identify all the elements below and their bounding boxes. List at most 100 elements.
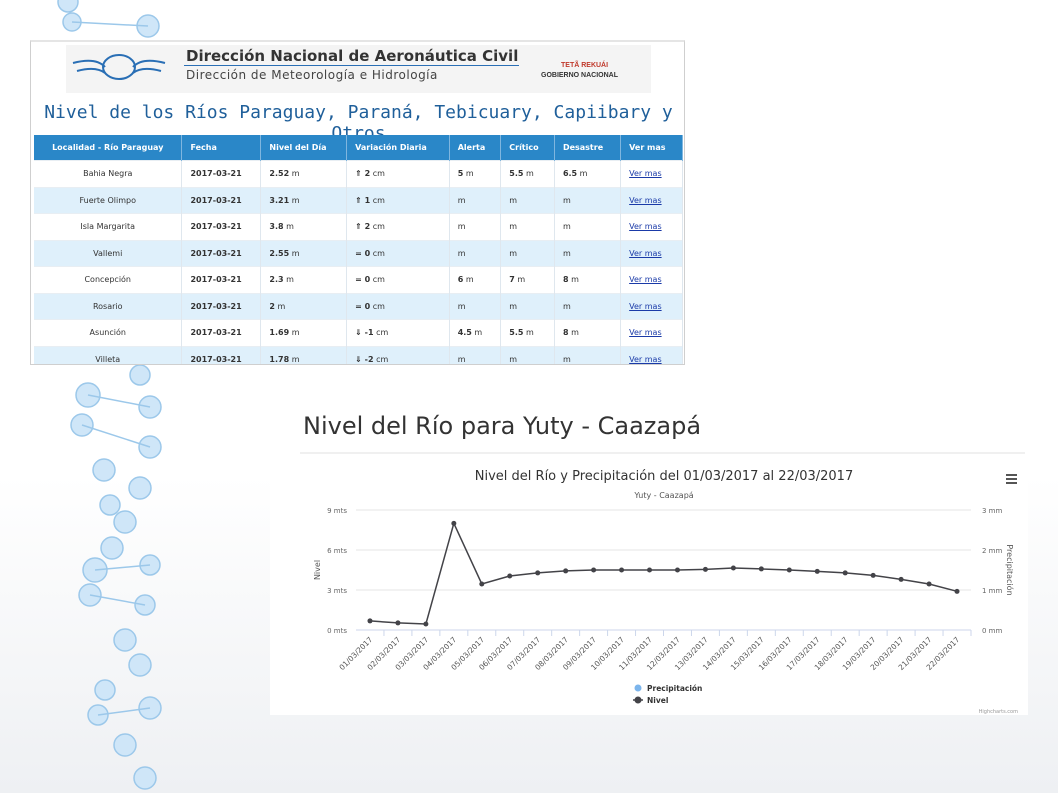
cell-unit: m [457, 354, 466, 364]
cell-unit: m [571, 328, 579, 338]
cell: Bahia Negra [34, 160, 183, 187]
link[interactable]: Ver mas [629, 301, 662, 311]
cell-unit: m [291, 354, 300, 364]
cell-unit: m [562, 354, 571, 364]
link[interactable]: Ver mas [629, 275, 662, 285]
cell-unit: m [579, 169, 588, 179]
header-row: Localidad - Río Paraguay Fecha Nivel del D… [34, 135, 683, 161]
cell-value: ⇑ 1 [355, 195, 371, 205]
cell-value: 2017-03-21 [190, 195, 242, 205]
header-cell: Nivel del Día [260, 135, 348, 161]
cell-unit: m [562, 301, 571, 311]
header-cell: Desastre [554, 135, 622, 161]
cell: m [449, 239, 502, 267]
row: Isla Margarita 2017-03-21 3.8 m ⇑ 2 cm m m m Ve… [34, 213, 683, 240]
cell-value: 2017-03-21 [190, 222, 242, 232]
cell: 6.5 m [554, 160, 622, 187]
cell-unit: cm [372, 275, 385, 285]
link[interactable]: Ver mas [629, 354, 662, 364]
cell-unit: m [457, 301, 466, 311]
point [898, 576, 904, 582]
line [369, 521, 958, 625]
cell-value: 6 [457, 275, 464, 285]
y2-tick-label: 2 mm [982, 547, 1002, 555]
cell-value: 2017-03-21 [190, 301, 242, 311]
cell: m [500, 239, 555, 267]
cell-unit: m [525, 169, 534, 179]
cell: m [500, 292, 555, 320]
cell: Ver mas [620, 186, 683, 214]
cell-value: 2017-03-21 [190, 248, 242, 258]
logo [72, 54, 166, 80]
cell-unit: m [457, 222, 466, 232]
cell-value: ⇑ 2 [355, 169, 371, 179]
cell-unit: m [286, 222, 294, 232]
cell: 2017-03-21 [181, 319, 262, 346]
org-name: Dirección Nacional de Aeronáutica Civil [186, 47, 519, 65]
cell-value: 5 [457, 169, 464, 179]
cell-value: 5.5 [509, 328, 524, 338]
river-table: Localidad - Río Paraguay Fecha Nivel del D… [34, 135, 683, 364]
cell: Ver mas [620, 160, 683, 187]
cell: m [554, 292, 622, 320]
cell-unit: cm [372, 248, 385, 258]
y-tick-label: 9 mts [327, 507, 347, 515]
legend-label: Nivel [647, 696, 668, 705]
cell: 8 m [554, 319, 622, 346]
cell: 6 m [449, 266, 502, 293]
cell-value: 6.5 [562, 169, 578, 179]
credits: Highcharts.com [979, 709, 1018, 715]
menu-icon[interactable] [1006, 474, 1017, 484]
cell: 4.5 m [449, 319, 502, 346]
cell-value: 2.52 [269, 169, 290, 179]
point [926, 581, 932, 587]
cell: m [554, 213, 622, 240]
link[interactable]: Ver mas [629, 328, 662, 338]
header-cell: Fecha [181, 135, 262, 161]
cell-unit: m [457, 195, 466, 205]
cell-unit: m [291, 169, 300, 179]
chart-title: Nivel del Río y Precipitación del 01/03/… [475, 469, 853, 484]
point [730, 565, 736, 571]
chart-subtitle: Yuty - Caazapá [633, 491, 693, 500]
cell-value: 2 [269, 301, 275, 311]
cell-value: ⇓ -2 [355, 354, 374, 364]
cell: m [554, 239, 622, 267]
cell-value: 4.5 [457, 328, 472, 338]
y2-tick-label: 0 mm [982, 627, 1002, 635]
cell-value: ⇑ 2 [355, 222, 371, 232]
link[interactable]: Ver mas [629, 195, 662, 205]
y2-tick-label: 1 mm [982, 587, 1002, 595]
cell: Villeta [34, 345, 183, 364]
link[interactable]: Ver mas [629, 222, 662, 232]
point [367, 618, 373, 624]
cell: ⇓ -1 cm [346, 319, 450, 346]
header-cell: Alerta [449, 135, 502, 161]
cell-value: 3.21 [269, 195, 290, 205]
cell-value: 2017-03-21 [190, 169, 242, 179]
y-axis-label: Nivel [313, 560, 322, 580]
y-tick-label: 3 mts [327, 587, 347, 595]
point [395, 620, 401, 626]
cell-unit: cm [376, 328, 389, 338]
cell: Ver mas [620, 266, 683, 293]
row: Fuerte Olimpo 2017-03-21 3.21 m ⇑ 1 cm m m m Ve… [34, 186, 683, 214]
link[interactable]: Ver mas [629, 248, 662, 258]
point [647, 567, 653, 573]
point [619, 567, 625, 573]
row: Bahia Negra 2017-03-21 2.52 m ⇑ 2 cm 5 m 5.5 … [34, 160, 683, 187]
link[interactable]: Ver mas [629, 169, 662, 179]
cell-unit: cm [372, 169, 385, 179]
cell-value: 1.69 [269, 328, 290, 338]
cell: Isla Margarita [34, 213, 183, 240]
cell: Ver mas [620, 213, 683, 240]
point [674, 567, 680, 573]
cell-value: 2017-03-21 [190, 354, 242, 364]
cell: m [449, 213, 502, 240]
cell: 2 m [260, 292, 348, 320]
cell: Vallemi [34, 239, 183, 267]
cell: Ver mas [620, 239, 683, 267]
cell: 5.5 m [500, 160, 555, 187]
cell-unit: m [509, 301, 518, 311]
